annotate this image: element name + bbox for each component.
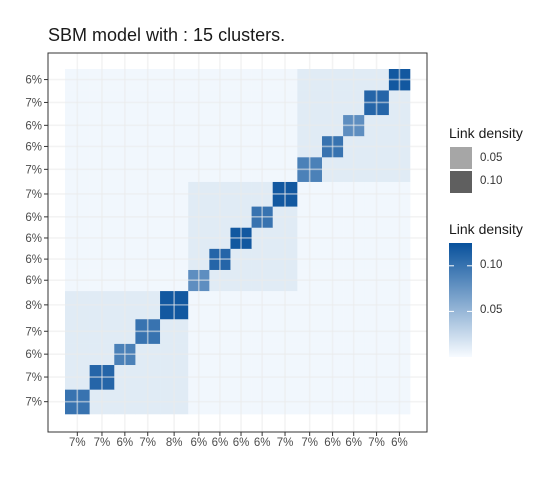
y-tick-label-5: 7% xyxy=(25,164,42,176)
y-tick-label-10: 6% xyxy=(25,275,42,287)
y-tick-label-13: 6% xyxy=(25,349,42,361)
colorbar-label-2: 0.05 xyxy=(480,304,503,317)
colorbar-label-1: 0.10 xyxy=(480,258,503,271)
color-legend-title: Link density xyxy=(449,221,523,237)
y-tick-label-12: 7% xyxy=(25,326,42,338)
y-tick-label-3: 6% xyxy=(25,120,42,132)
x-tick-label-13: 6% xyxy=(345,437,362,449)
colorbar xyxy=(449,243,472,357)
grid-lines xyxy=(48,53,427,432)
x-tick-label-10: 7% xyxy=(277,437,294,449)
x-tick-label-14: 7% xyxy=(368,437,385,449)
y-tick-label-1: 6% xyxy=(25,75,42,87)
size-legend-swatch-1 xyxy=(450,147,472,169)
x-tick-label-2: 7% xyxy=(94,437,111,449)
x-tick-label-7: 6% xyxy=(212,437,229,449)
size-legend-label-2: 0.10 xyxy=(480,175,503,187)
y-tick-label-9: 6% xyxy=(25,254,42,266)
colorbar-ticks xyxy=(449,265,472,312)
x-axis-ticks: 7% 7% 6% 7% 8% 6% 6% 6% 6% 7% 7% 6% 6% 7% 6% xyxy=(69,432,408,449)
y-tick-label-15: 7% xyxy=(25,397,42,409)
x-tick-label-9: 6% xyxy=(254,437,271,449)
y-tick-label-8: 6% xyxy=(25,233,42,245)
size-legend-label-1: 0.05 xyxy=(480,152,503,164)
y-tick-label-7: 6% xyxy=(25,212,42,224)
x-tick-label-3: 6% xyxy=(117,437,134,449)
size-legend-title: Link density xyxy=(449,125,523,141)
x-tick-label-6: 6% xyxy=(190,437,207,449)
panel-border xyxy=(47,52,428,433)
y-tick-label-6: 7% xyxy=(25,189,42,201)
x-tick-label-4: 7% xyxy=(139,437,156,449)
x-tick-label-11: 7% xyxy=(301,437,318,449)
x-tick-label-5: 8% xyxy=(166,437,183,449)
x-tick-label-12: 6% xyxy=(324,437,341,449)
x-tick-label-1: 7% xyxy=(69,437,86,449)
y-tick-label-4: 6% xyxy=(25,141,42,153)
y-tick-label-11: 8% xyxy=(25,300,42,312)
heatmap-cells xyxy=(65,69,411,415)
size-legend-swatch-2 xyxy=(450,171,472,193)
chart-title: SBM model with : 15 clusters. xyxy=(48,25,286,45)
y-axis-ticks: 6% 7% 6% 6% 7% 7% 6% 6% 6% 6% 8% 7% 6% 7% 7% xyxy=(25,75,48,409)
x-tick-label-15: 6% xyxy=(391,437,408,449)
x-tick-label-8: 6% xyxy=(233,437,250,449)
y-tick-label-14: 7% xyxy=(25,372,42,384)
y-tick-label-2: 7% xyxy=(25,97,42,109)
